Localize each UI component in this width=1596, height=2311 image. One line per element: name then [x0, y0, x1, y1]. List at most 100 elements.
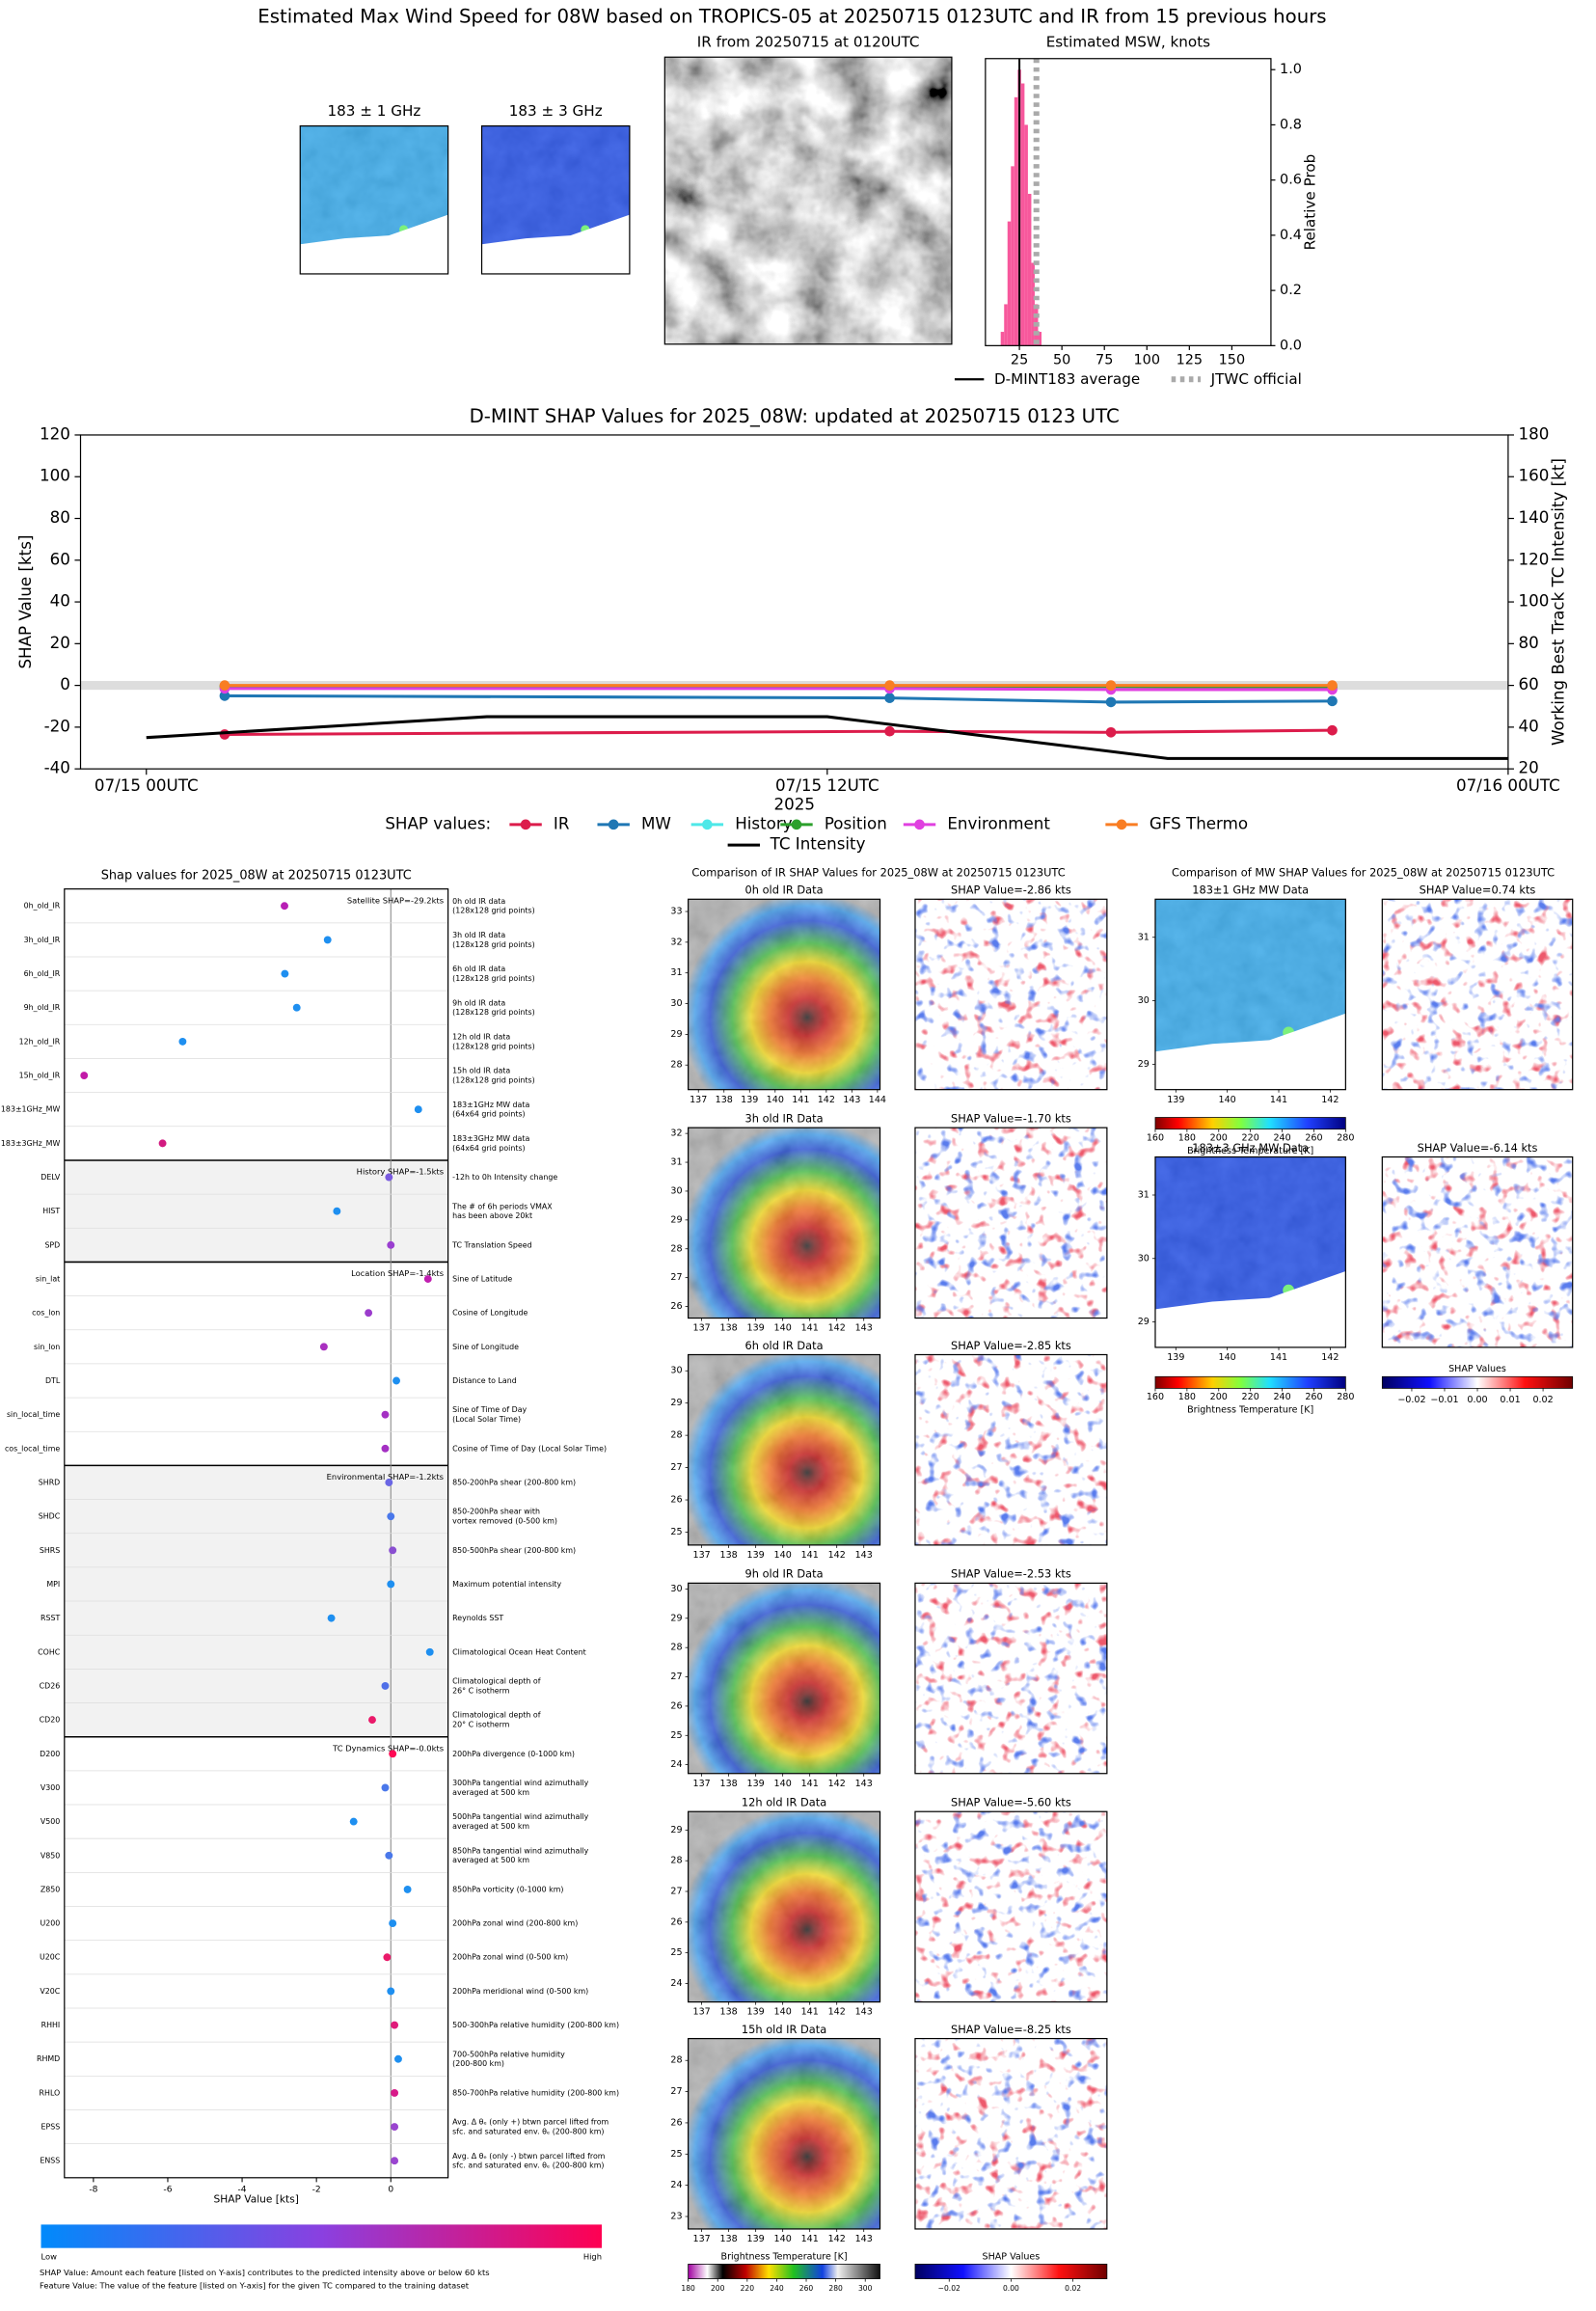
x-tick-label: 137: [693, 2007, 711, 2018]
feature-description: vortex removed (0-500 km): [452, 1517, 557, 1526]
image-panel: [688, 1583, 880, 1774]
y-tick-label: 32: [670, 937, 682, 947]
x-axis-label: SHAP Value [kts]: [214, 2193, 299, 2206]
image-panel: [914, 1583, 1107, 1774]
feature-description: 300hPa tangential wind azimuthally: [452, 1779, 588, 1787]
x-tick-label: 140: [1219, 1095, 1236, 1105]
y-tick-label: 30: [1138, 1253, 1150, 1264]
feature-description: (64x64 grid points): [452, 1144, 525, 1153]
x-tick-label: 142: [828, 2234, 846, 2244]
shap-dot: [425, 1647, 434, 1656]
panel-title: 183 ± 1 GHz: [327, 102, 420, 120]
image-layer: [664, 57, 952, 344]
panel-title: SHAP Value=-1.70 kts: [951, 1112, 1071, 1126]
x-tick-label: 138: [720, 1323, 738, 1334]
feature-description: 500hPa tangential wind azimuthally: [452, 1812, 588, 1821]
colorbar-tick-label: 280: [1337, 1392, 1354, 1402]
y-tick-label: 20: [50, 633, 70, 652]
feature-description: 200hPa divergence (0-1000 km): [452, 1750, 575, 1758]
feature-description: 6h old IR data: [452, 965, 505, 973]
axes-frame: [1381, 1156, 1574, 1348]
x-tick-label: 142: [1321, 1095, 1339, 1105]
series-line: [224, 693, 1333, 704]
x-tick-label: 75: [1096, 353, 1113, 368]
no-data-area: [1154, 1270, 1346, 1347]
panel-title: SHAP Value=-6.14 kts: [1418, 1141, 1538, 1155]
axes-frame: [914, 898, 1108, 1091]
y-tick-label: 28: [670, 1243, 682, 1254]
colorbar: [914, 2264, 1108, 2279]
shap-dot: [389, 1919, 397, 1928]
x-tick-label: 150: [1219, 353, 1246, 368]
axes-frame: [914, 1582, 1108, 1775]
axes-frame: [1154, 898, 1346, 1091]
panel-title: 6h old IR Data: [745, 1339, 824, 1352]
y-tick-label: 29: [1138, 1317, 1150, 1327]
feature-name: DELV: [41, 1173, 61, 1182]
shap-dot: [391, 2088, 399, 2097]
x-tick-label: 139: [747, 1779, 765, 1789]
image-panel: [688, 899, 880, 1090]
colorbar-label: Low: [41, 2251, 58, 2261]
y-tick-label: 0.4: [1280, 228, 1302, 243]
feature-description: 850-200hPa shear (200-800 km): [452, 1478, 576, 1486]
shap-dot: [394, 2054, 402, 2063]
x-tick-label: 141: [1270, 1352, 1287, 1363]
feature-name: 12h_old_IR: [19, 1037, 61, 1046]
image-layer: [1382, 1156, 1573, 1347]
shap-dot: [281, 902, 288, 911]
y2-axis-label: Working Best Track TC Intensity [kt]: [1549, 458, 1568, 746]
footnote: Feature Value: The value of the feature …: [40, 2281, 470, 2291]
shap-dot: [381, 1410, 390, 1419]
x-tick-label: 140: [1219, 1352, 1236, 1363]
x-tick-label: 141: [801, 1779, 819, 1789]
image-panel: [1154, 1156, 1346, 1347]
feature-description: (128x128 grid points): [452, 1075, 534, 1084]
colorbar-title: Brightness Temperature [K]: [721, 2251, 848, 2262]
x-tick-label: 142: [828, 2007, 846, 2018]
shap-dot: [385, 1479, 393, 1486]
y-tick-label: 27: [670, 1886, 682, 1896]
y-tick-label: 29: [670, 1825, 682, 1835]
colorbar-tick-label: 200: [1210, 1392, 1228, 1402]
feature-name: SHRD: [39, 1478, 60, 1486]
colorbar-tick-label: 180: [1178, 1132, 1196, 1143]
colorbar-tick-label: 260: [1305, 1132, 1322, 1143]
y-tick-label: 26: [670, 1301, 682, 1312]
feature-description: (Local Solar Time): [452, 1415, 521, 1424]
feature-name: MPI: [46, 1580, 60, 1589]
shap-dot: [387, 1987, 395, 1996]
image-layer: [688, 899, 880, 1090]
feature-description: sfc. and saturated env. θₑ (200-800 km): [452, 2161, 604, 2170]
axes-frame: [64, 888, 449, 2179]
feature-description: (200-800 km): [452, 2059, 504, 2068]
feature-description: Sine of Latitude: [452, 1275, 512, 1284]
x-tick-label: 139: [747, 2234, 765, 2244]
x-tick-label: 141: [1270, 1095, 1287, 1105]
series-point: [1327, 695, 1338, 707]
colorbar-title: SHAP Values: [1448, 1364, 1506, 1374]
colorbar-tick-label: 300: [858, 2284, 873, 2293]
colorbar-tick-label: 160: [1147, 1132, 1164, 1143]
image-layer: [688, 1354, 880, 1545]
feature-name: sin_lon: [34, 1343, 60, 1351]
histogram-bar: [1038, 332, 1042, 346]
histogram-bar: [1020, 83, 1025, 346]
series-point: [1105, 680, 1117, 691]
x-tick-label: 143: [855, 1779, 873, 1789]
feature-description: Avg. Δ θₑ (only -) btwn parcel lifted fr…: [452, 2152, 605, 2161]
shap-dot: [392, 1376, 400, 1385]
feature-name: cos_local_time: [5, 1444, 60, 1453]
colorbar: [1381, 1375, 1574, 1389]
x-axis-label: 2025: [773, 795, 814, 814]
axes-frame: [914, 1810, 1108, 2003]
x-tick-label: 142: [828, 1550, 846, 1561]
y-tick-label: 27: [670, 1272, 682, 1283]
axes-frame: [688, 2037, 881, 2230]
x-tick-label: 139: [741, 1095, 758, 1105]
y-tick-label: 25: [670, 2149, 682, 2160]
x-tick-label: 143: [855, 1323, 873, 1334]
series-point: [219, 680, 230, 691]
feature-name: EPSS: [41, 2123, 61, 2132]
image-layer: [914, 2038, 1107, 2229]
